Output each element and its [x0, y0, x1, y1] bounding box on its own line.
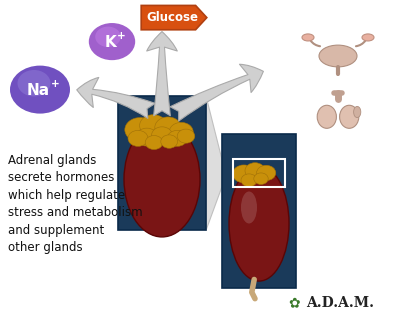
Text: Na: Na: [26, 83, 50, 98]
Circle shape: [136, 128, 158, 146]
Text: Adrenal glands
secrete hormones
which help regulate
stress and metabolism
and su: Adrenal glands secrete hormones which he…: [8, 154, 143, 254]
Ellipse shape: [302, 34, 314, 41]
Ellipse shape: [124, 122, 200, 237]
Circle shape: [241, 174, 257, 187]
Circle shape: [177, 129, 195, 143]
Text: A.D.A.M.: A.D.A.M.: [306, 296, 374, 310]
Circle shape: [245, 163, 265, 179]
FancyBboxPatch shape: [118, 96, 206, 230]
Ellipse shape: [362, 34, 374, 41]
Circle shape: [167, 130, 187, 146]
Text: +: +: [51, 79, 60, 89]
Circle shape: [128, 130, 148, 146]
Polygon shape: [141, 5, 207, 30]
Circle shape: [233, 165, 255, 183]
Text: K: K: [104, 35, 116, 50]
Circle shape: [169, 122, 193, 141]
Ellipse shape: [319, 45, 357, 67]
Ellipse shape: [229, 166, 289, 281]
FancyBboxPatch shape: [222, 134, 296, 288]
Circle shape: [161, 135, 178, 148]
Circle shape: [140, 115, 167, 136]
Circle shape: [145, 135, 163, 149]
Circle shape: [89, 23, 135, 60]
Ellipse shape: [354, 106, 361, 118]
Circle shape: [155, 117, 181, 138]
Circle shape: [257, 165, 276, 180]
Ellipse shape: [241, 191, 257, 223]
Circle shape: [125, 117, 155, 142]
Ellipse shape: [317, 105, 336, 128]
Text: Glucose: Glucose: [146, 11, 198, 24]
Circle shape: [18, 70, 50, 96]
Circle shape: [152, 127, 172, 143]
Polygon shape: [206, 96, 222, 230]
Circle shape: [254, 173, 268, 184]
Text: ✿: ✿: [288, 296, 300, 310]
Circle shape: [95, 27, 121, 47]
Text: +: +: [116, 31, 125, 42]
Circle shape: [10, 66, 70, 114]
Ellipse shape: [340, 105, 359, 128]
